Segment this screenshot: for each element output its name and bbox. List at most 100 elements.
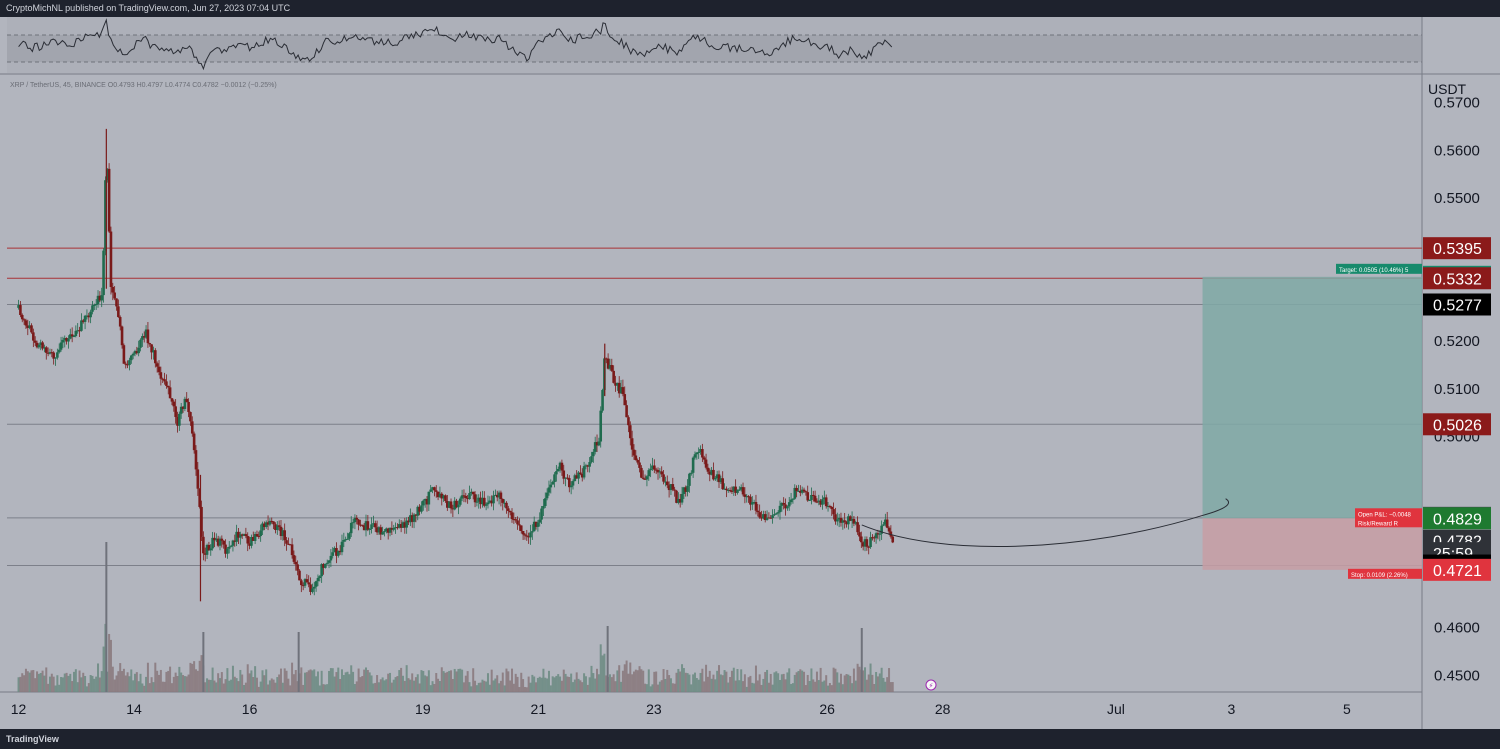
volume-bar [581, 682, 584, 692]
volume-bar [461, 669, 464, 692]
volume-bar [459, 668, 462, 692]
candle-body [457, 504, 460, 508]
volume-bar [516, 676, 519, 692]
candle-body [671, 484, 675, 490]
candle-body [237, 531, 240, 538]
volume-bar [882, 677, 885, 692]
candle-body [693, 454, 697, 458]
candle-body [283, 530, 286, 541]
volume-bar [793, 674, 796, 692]
volume-bar [163, 681, 166, 692]
volume-bar [778, 679, 781, 692]
volume-bar [841, 684, 844, 692]
candle-body [436, 491, 440, 498]
candle-body [131, 353, 135, 356]
candle-body [641, 477, 645, 479]
volume-bar [690, 684, 693, 692]
volume-bar [839, 673, 842, 692]
candle-body [741, 487, 745, 495]
long-position-tool[interactable]: Target: 0.0505 (10.46%) 5 Open P&L: −0.00… [1202, 263, 1422, 579]
candle-body [312, 586, 316, 589]
volume-bar [651, 684, 654, 692]
volume-bar [769, 673, 772, 692]
time-tick-label: 16 [242, 701, 258, 717]
volume-bar [546, 678, 549, 692]
candle-body [630, 438, 634, 450]
volume-bar [749, 675, 752, 692]
candle-body [128, 360, 131, 365]
candle-body [35, 342, 39, 348]
volume-bar [76, 682, 79, 692]
volume-bar [36, 671, 39, 692]
candle-body [348, 533, 351, 539]
volume-bar [21, 673, 24, 692]
candle-body [20, 315, 24, 320]
volume-bar [606, 626, 609, 692]
projection-arrow[interactable] [861, 498, 1230, 547]
candle-body [98, 295, 102, 301]
volume-bar [511, 668, 514, 692]
volume-bar [167, 670, 170, 692]
volume-bar [871, 674, 874, 692]
volume-bar [453, 668, 456, 692]
volume-bar [551, 676, 554, 692]
candle-body [616, 382, 619, 386]
volume-bar [156, 670, 159, 692]
candle-body [33, 340, 37, 343]
candle-body [135, 351, 139, 354]
candle-body [394, 527, 397, 529]
volume-bar [137, 681, 140, 692]
volume-bar [28, 672, 31, 692]
alert-icon[interactable]: ⚡ [925, 679, 937, 691]
candle-body [292, 555, 296, 562]
candle-body [871, 537, 874, 539]
volume-bar [124, 675, 127, 692]
volume-bar [128, 676, 131, 692]
candle-body [205, 544, 209, 555]
candle-body [122, 345, 126, 364]
volume-bar [891, 682, 894, 692]
candle-body [471, 491, 475, 495]
volume-bar [699, 672, 702, 692]
candle-body [473, 494, 477, 503]
candle-body [819, 500, 822, 505]
candle-body [335, 548, 338, 556]
volume-bar [710, 678, 713, 692]
candle-body [797, 490, 800, 492]
volume-bar [193, 661, 196, 692]
volume-bar [374, 682, 377, 692]
trading-chart[interactable]: XRP / TetherUS, 45, BINANCE O0.4793 H0.4… [0, 17, 1500, 729]
candle-body [359, 524, 362, 526]
candle-body [684, 487, 688, 492]
volume-bar [766, 669, 769, 692]
volume-bar [211, 667, 214, 692]
candle-body [124, 363, 128, 365]
volume-bar [677, 668, 680, 692]
candle-body [837, 517, 841, 520]
volume-bar [152, 682, 155, 692]
volume-bar [889, 682, 892, 692]
volume-bar [730, 670, 733, 692]
candle-body [623, 394, 627, 406]
candle-body [466, 498, 469, 500]
volume-bar [294, 670, 297, 692]
candle-body [446, 501, 449, 508]
candle-body [181, 406, 185, 409]
volume-bar [782, 673, 785, 692]
volume-bar [279, 668, 282, 692]
volume-bar [695, 678, 698, 692]
volume-bar [815, 671, 818, 692]
candle-body [750, 502, 754, 505]
price-axis-labels: 0.53950.53350.53320.52770.50260.48300.48… [1423, 237, 1491, 581]
candle-body [263, 523, 266, 528]
candle-body [475, 501, 479, 503]
candle-body [865, 539, 869, 547]
volume-bar [58, 684, 61, 692]
candle-body [240, 534, 244, 536]
candle-body [730, 490, 734, 492]
candle-body [634, 455, 638, 461]
candle-body [96, 295, 100, 304]
volume-bar [536, 677, 539, 692]
candle-body [824, 497, 828, 507]
candle-body [774, 513, 778, 515]
